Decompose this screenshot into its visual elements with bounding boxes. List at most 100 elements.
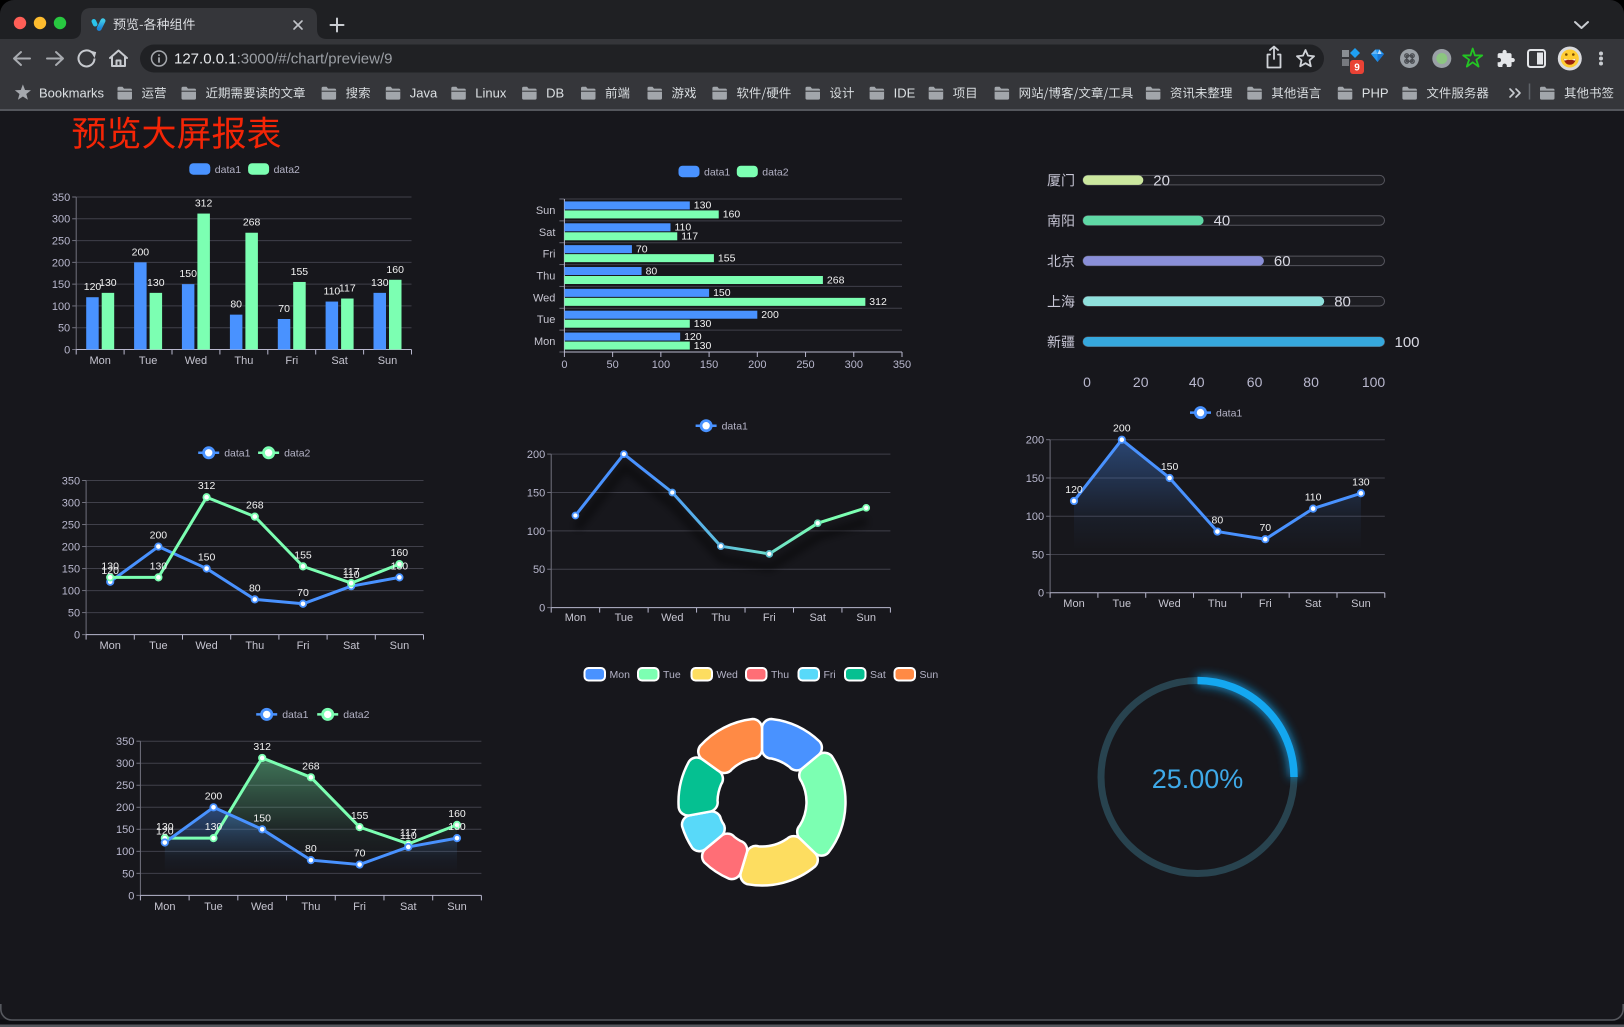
svg-text:data1: data1 (1216, 407, 1242, 419)
svg-text:200: 200 (132, 246, 150, 258)
svg-text:200: 200 (116, 802, 134, 814)
svg-text:Tue: Tue (663, 669, 681, 681)
svg-text:Sat: Sat (870, 669, 886, 681)
svg-text:DB: DB (546, 85, 564, 100)
svg-text:Wed: Wed (717, 669, 739, 681)
svg-text:data1: data1 (722, 421, 748, 433)
svg-text:120: 120 (1065, 484, 1083, 496)
svg-text:Sat: Sat (400, 901, 417, 913)
svg-text:Fri: Fri (297, 640, 310, 652)
svg-text:200: 200 (150, 530, 168, 542)
svg-text:Sun: Sun (536, 205, 556, 217)
svg-text:130: 130 (391, 560, 409, 572)
svg-text:Tue: Tue (204, 901, 223, 913)
svg-text:127.0.0.1:3000/#/chart/preview: 127.0.0.1:3000/#/chart/preview/9 (174, 51, 393, 68)
svg-text:Sat: Sat (343, 640, 360, 652)
svg-text:120: 120 (156, 826, 174, 838)
svg-text:300: 300 (116, 758, 134, 770)
svg-text:155: 155 (294, 549, 312, 561)
svg-text:data1: data1 (282, 709, 308, 721)
svg-text:150: 150 (198, 552, 216, 564)
svg-text:50: 50 (58, 323, 70, 335)
svg-text:130: 130 (371, 277, 389, 289)
svg-text:160: 160 (386, 264, 404, 276)
svg-text:250: 250 (796, 359, 814, 371)
svg-text:70: 70 (1259, 522, 1271, 534)
svg-text:Wed: Wed (1158, 598, 1180, 610)
svg-text:0: 0 (74, 630, 80, 642)
svg-text:160: 160 (723, 209, 741, 221)
svg-text:9: 9 (1354, 63, 1360, 74)
svg-text:312: 312 (195, 198, 213, 210)
svg-text:Fri: Fri (1259, 598, 1272, 610)
svg-text:100: 100 (652, 359, 670, 371)
svg-text:100: 100 (52, 301, 70, 313)
svg-text:0: 0 (1038, 588, 1044, 600)
svg-text:Sat: Sat (331, 355, 348, 367)
svg-text:70: 70 (297, 587, 309, 599)
svg-text:Sat: Sat (809, 612, 826, 624)
svg-text:Sun: Sun (378, 355, 398, 367)
svg-text:60: 60 (1274, 253, 1291, 270)
svg-text:117: 117 (339, 283, 356, 295)
svg-text:70: 70 (278, 303, 290, 315)
svg-text:Wed: Wed (251, 901, 273, 913)
svg-text:268: 268 (827, 274, 845, 286)
svg-text:50: 50 (1032, 549, 1044, 561)
svg-text:150: 150 (62, 564, 80, 576)
svg-text:312: 312 (253, 741, 271, 753)
svg-text:20: 20 (1153, 172, 1170, 189)
svg-text:Tue: Tue (149, 640, 168, 652)
svg-text:200: 200 (62, 541, 80, 553)
svg-text:250: 250 (116, 780, 134, 792)
svg-text:130: 130 (156, 821, 174, 833)
svg-text:0: 0 (539, 603, 545, 615)
svg-text:0: 0 (561, 359, 567, 371)
svg-text:40: 40 (1214, 213, 1231, 230)
svg-text:80: 80 (249, 582, 261, 594)
svg-text:Sat: Sat (539, 227, 556, 239)
svg-text:IDE: IDE (894, 85, 916, 100)
svg-text:Tue: Tue (139, 355, 158, 367)
svg-text:120: 120 (101, 565, 119, 577)
svg-text:Mon: Mon (610, 669, 631, 681)
svg-text:120: 120 (684, 331, 702, 343)
svg-text:160: 160 (448, 808, 466, 820)
svg-text:Wed: Wed (195, 640, 217, 652)
svg-text:25.00%: 25.00% (1152, 764, 1244, 794)
svg-text:200: 200 (748, 359, 766, 371)
svg-text:268: 268 (243, 217, 261, 229)
svg-text:110: 110 (675, 222, 692, 234)
svg-text:100: 100 (1026, 511, 1044, 523)
svg-text:0: 0 (1083, 374, 1091, 390)
svg-text:Thu: Thu (1208, 598, 1227, 610)
svg-text:100: 100 (1362, 374, 1386, 390)
svg-text:data2: data2 (762, 167, 788, 179)
svg-text:Fri: Fri (543, 249, 556, 261)
svg-text:Mon: Mon (154, 901, 175, 913)
svg-text:Java: Java (410, 85, 438, 100)
svg-text:130: 130 (694, 340, 712, 352)
svg-text:Thu: Thu (711, 612, 730, 624)
svg-text:110: 110 (343, 569, 360, 581)
svg-text:130: 130 (147, 277, 165, 289)
svg-text:300: 300 (52, 214, 70, 226)
svg-text:data2: data2 (343, 709, 369, 721)
svg-text:117: 117 (681, 231, 698, 243)
svg-text:Fri: Fri (763, 612, 776, 624)
svg-text:200: 200 (761, 309, 779, 321)
svg-text:60: 60 (1247, 374, 1263, 390)
svg-text:130: 130 (150, 560, 168, 572)
svg-text:70: 70 (636, 243, 648, 255)
svg-text:50: 50 (533, 564, 545, 576)
svg-text:250: 250 (62, 519, 80, 531)
svg-text:150: 150 (1161, 461, 1179, 473)
svg-text:0: 0 (128, 890, 134, 902)
svg-text:50: 50 (122, 868, 134, 880)
svg-text:80: 80 (1212, 515, 1224, 527)
svg-text:350: 350 (116, 736, 134, 748)
svg-text:200: 200 (1113, 423, 1131, 435)
svg-text:350: 350 (52, 192, 70, 204)
svg-text:Wed: Wed (533, 292, 555, 304)
svg-text:150: 150 (179, 268, 197, 280)
